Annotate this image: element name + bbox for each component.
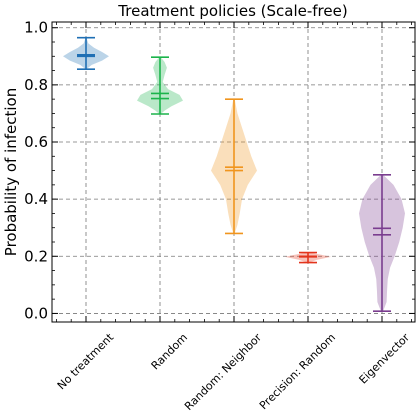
- x-tick-label: Random: Neighbor: [182, 331, 264, 413]
- chart-title: Treatment policies (Scale-free): [117, 2, 347, 20]
- axes: 0.0 0.2 0.4 0.6 0.8 1.0 No treatment RandomRand…: [24, 19, 416, 413]
- y-tick-label: 0.2: [24, 247, 48, 265]
- y-tick-label: 0.6: [24, 133, 48, 151]
- violin-random-neighbor: [211, 98, 257, 235]
- x-tick-label: Precision: Random: [257, 331, 338, 412]
- x-tick-label: Eigenvector: [357, 331, 413, 387]
- y-tick-label: 0.4: [24, 190, 48, 208]
- violin-group: [63, 36, 405, 312]
- y-tick-label: 1.0: [24, 19, 48, 37]
- violin-no-treatment: [63, 36, 109, 70]
- violin-precision-random: [285, 251, 331, 264]
- violin-random: [137, 56, 183, 115]
- plot-frame: [51, 21, 416, 323]
- y-axis-label: Probability of infection: [2, 88, 20, 256]
- x-tick-label: No treatment: [55, 330, 117, 392]
- violin-eigenvector: [359, 174, 405, 312]
- y-tick-label: 0.0: [24, 304, 48, 322]
- grid-lines: [52, 22, 415, 322]
- y-tick-label: 0.8: [24, 76, 48, 94]
- x-tick-label: Random: [149, 331, 190, 372]
